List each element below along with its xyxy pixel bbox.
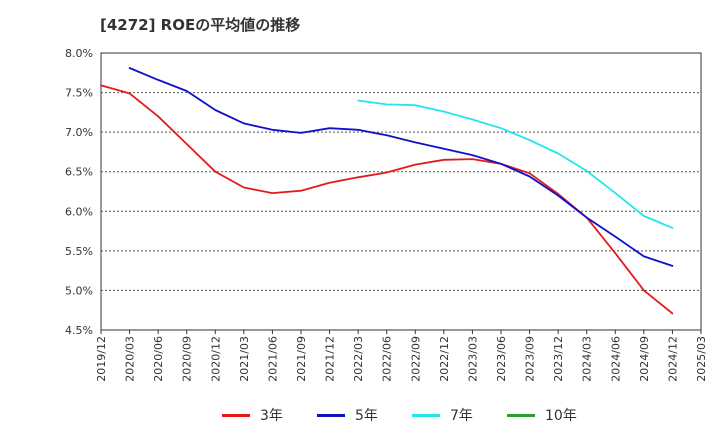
x-tick-label: 2020/12 (209, 336, 222, 382)
x-tick-label: 2020/09 (181, 336, 194, 382)
chart-legend: 3年 5年 7年 10年 (0, 404, 720, 428)
y-tick-label: 7.5% (65, 87, 93, 100)
series-line-3年 (100, 84, 674, 315)
series-line-7年 (357, 99, 674, 229)
x-tick-label: 2024/12 (666, 336, 679, 382)
legend-label: 7年 (450, 408, 473, 424)
x-tick-label: 2023/09 (524, 336, 537, 382)
x-tick-label: 2024/06 (609, 336, 622, 382)
x-tick-label: 2021/09 (295, 336, 308, 382)
y-tick-label: 6.0% (65, 205, 93, 218)
x-tick-label: 2024/09 (638, 336, 651, 382)
x-tick-label: 2020/03 (124, 336, 137, 382)
x-tick-label: 2024/03 (581, 336, 594, 382)
x-tick-label: 2023/12 (552, 336, 565, 382)
y-tick-label: 8.0% (65, 47, 93, 60)
x-tick-label: 2022/06 (381, 336, 394, 382)
x-tick-label: 2021/03 (238, 336, 251, 382)
x-tick-label: 2021/06 (266, 336, 279, 382)
y-tick-label: 5.5% (65, 245, 93, 258)
x-tick-label: 2023/03 (466, 336, 479, 382)
legend-label: 3年 (260, 408, 283, 424)
x-tick-label: 2020/06 (152, 336, 165, 382)
chart-title: [4272] ROEの平均値の推移 (100, 16, 301, 34)
legend-label: 10年 (545, 408, 577, 424)
x-tick-label: 2022/03 (352, 336, 365, 382)
series-line-5年 (128, 67, 674, 267)
legend-item: 5年 (317, 404, 378, 426)
legend-item: 7年 (412, 404, 473, 426)
x-tick-label: 2022/12 (438, 336, 451, 382)
x-tick-label: 2023/06 (495, 336, 508, 382)
plot-frame (100, 52, 702, 331)
legend-label: 5年 (355, 408, 378, 424)
legend-swatch (317, 413, 345, 417)
y-tick-label: 6.5% (65, 166, 93, 179)
legend-item: 3年 (222, 404, 283, 426)
x-tick-label: 2022/09 (409, 336, 422, 382)
y-tick-label: 7.0% (65, 126, 93, 139)
legend-swatch (412, 413, 440, 417)
legend-swatch (507, 413, 535, 417)
x-tick-label: 2021/12 (324, 336, 337, 382)
x-tick-label: 2025/03 (695, 336, 708, 382)
y-tick-label: 4.5% (65, 324, 93, 337)
legend-swatch (222, 413, 250, 417)
line-chart: 8.0% 7.5% 7.0% 6.5% 6.0% 5.5% 5.0% 4.5%2019/12 2… (65, 47, 708, 382)
x-tick-label: 2019/12 (95, 336, 108, 382)
legend-item: 10年 (507, 404, 577, 426)
y-tick-label: 5.0% (65, 284, 93, 297)
